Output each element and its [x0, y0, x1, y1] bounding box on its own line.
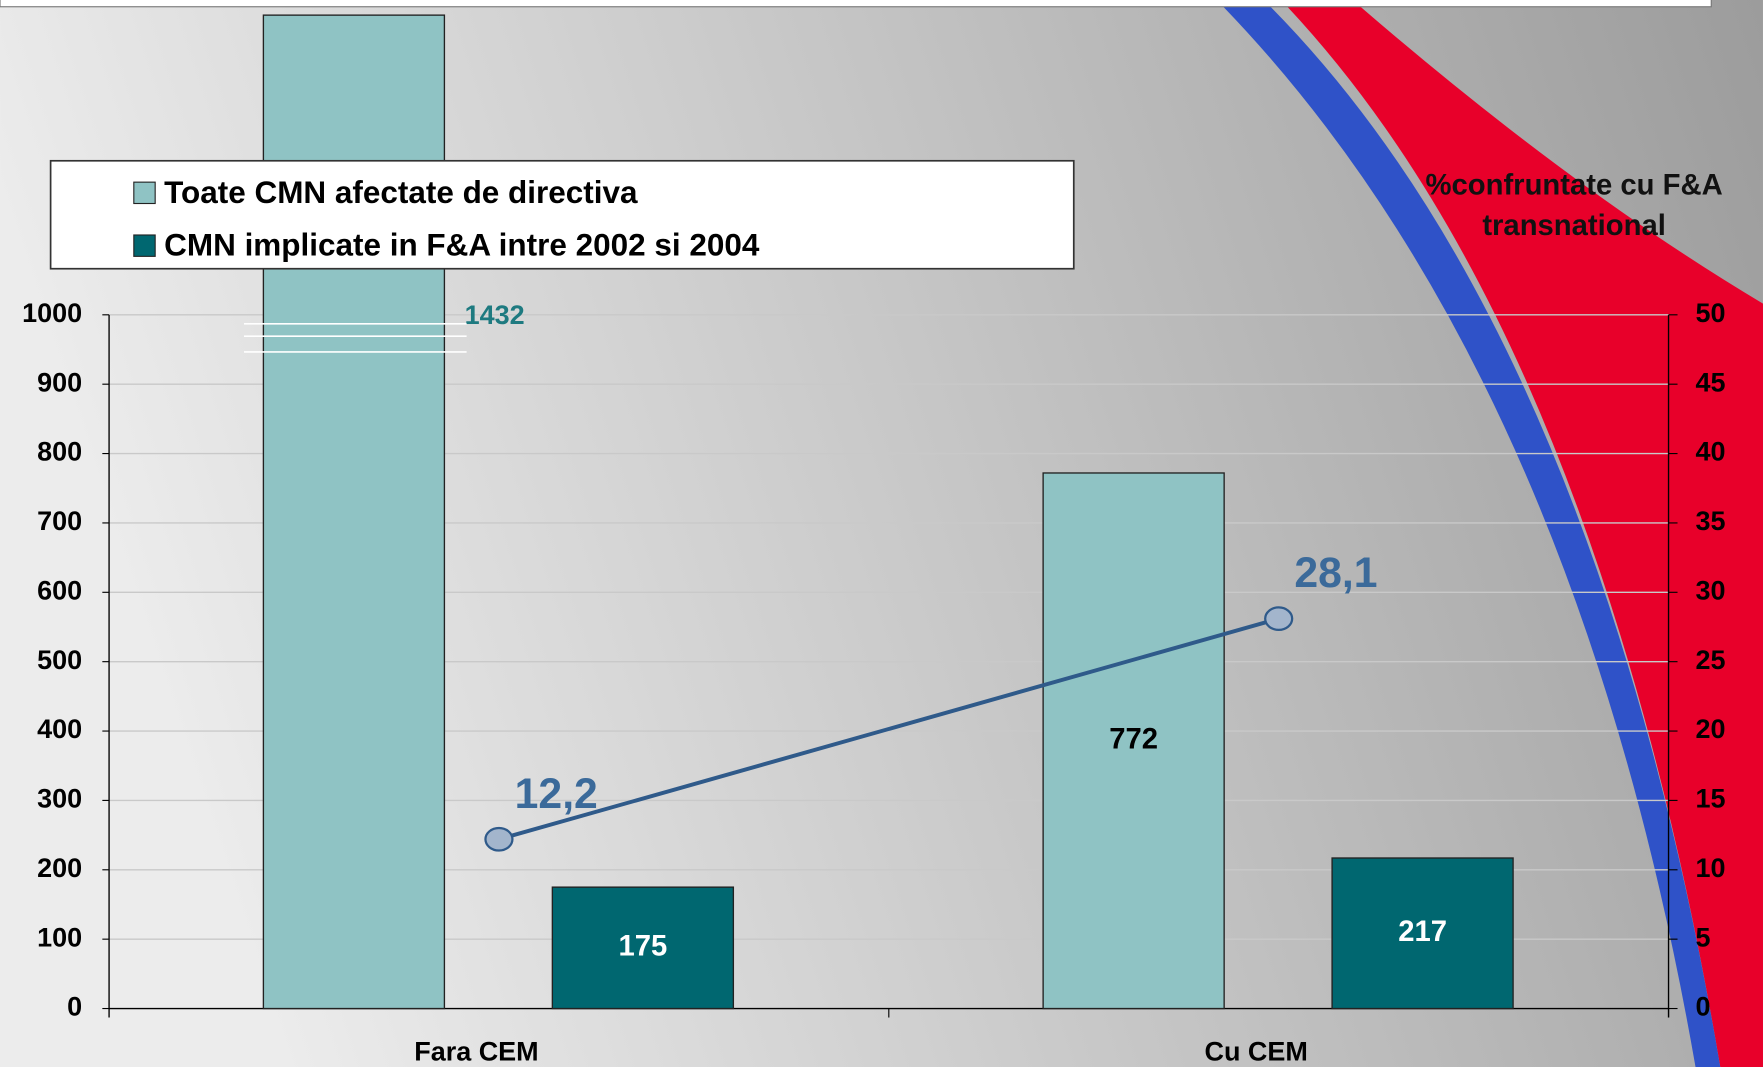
legend-swatch [133, 181, 156, 205]
y2-tick-label: 25 [1696, 645, 1726, 675]
value-label: 28,1 [1294, 549, 1377, 597]
y-tick-label: 1000 [22, 298, 82, 328]
y2-title: %confruntate cu F&A transnational [1425, 167, 1723, 242]
line-marker [484, 826, 514, 852]
y2-tick-label: 20 [1696, 714, 1726, 744]
line-marker [1264, 606, 1294, 632]
y-tick-label: 300 [37, 784, 82, 814]
y2-tick-label: 45 [1696, 367, 1726, 397]
x-tick-label: Fara CEM [414, 1037, 538, 1067]
y-tick-label: 400 [37, 714, 82, 744]
y2-tick-label: 15 [1696, 784, 1726, 814]
y-tick-label: 900 [37, 367, 82, 397]
y2-tick-label: 0 [1696, 992, 1711, 1022]
line [498, 616, 1280, 842]
axis-break [243, 322, 467, 353]
decor-red-swoosh [1287, 6, 1763, 1067]
legend-label: Toate CMN afectate de directiva [164, 175, 638, 210]
y2-tick-label: 40 [1696, 437, 1726, 467]
bar [551, 886, 735, 1010]
bar [1331, 857, 1514, 1010]
legend-swatch [133, 234, 156, 257]
x-tick-label: Cu CEM [1204, 1037, 1307, 1067]
top-strip [0, 0, 1712, 8]
y2-tick-label: 50 [1696, 298, 1726, 328]
legend: Toate CMN afectate de directiva CMN impli… [49, 159, 1075, 270]
value-label: 217 [1398, 916, 1447, 948]
value-label: 175 [618, 931, 667, 963]
y-tick-label: 200 [37, 853, 82, 883]
y-tick-label: 800 [37, 437, 82, 467]
y2-title-box: %confruntate cu F&A transnational [1425, 167, 1723, 242]
y2-tick-label: 10 [1696, 853, 1726, 883]
y2-tick-label: 5 [1696, 922, 1711, 952]
y2-tick-label: 30 [1696, 575, 1726, 605]
y2-tick-label: 35 [1696, 506, 1726, 536]
legend-box [49, 159, 1075, 270]
y-tick-label: 0 [67, 992, 82, 1022]
y-tick-label: 600 [37, 575, 82, 605]
y-tick-label: 500 [37, 645, 82, 675]
bar [1042, 472, 1225, 1010]
legend-label: CMN implicate in F&A intre 2002 si 2004 [164, 228, 760, 263]
value-label: 12,2 [515, 770, 598, 818]
value-label: 772 [1109, 723, 1158, 755]
y-tick-label: 700 [37, 506, 82, 536]
y-tick-label: 100 [37, 922, 82, 952]
value-label: 1432 [465, 300, 525, 330]
